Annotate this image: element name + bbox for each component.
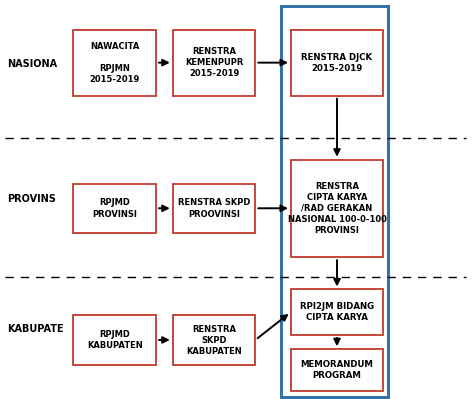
Bar (173, 30, 255, 96)
Bar (173, 184, 255, 233)
Bar (73, 30, 156, 96)
Bar (73, 315, 156, 365)
Bar (173, 315, 255, 365)
Bar (291, 349, 383, 391)
Bar (281, 6, 388, 397)
Bar (291, 289, 383, 335)
Text: RPJMD
PROVINSI: RPJMD PROVINSI (92, 198, 137, 219)
Text: RENSTRA
CIPTA KARYA
/RAD GERAKAN
NASIONAL 100-0-100
PROVINSI: RENSTRA CIPTA KARYA /RAD GERAKAN NASIONA… (288, 182, 386, 235)
Text: KABUPATE: KABUPATE (7, 324, 64, 334)
Text: RENSTRA DJCK
2015-2019: RENSTRA DJCK 2015-2019 (301, 53, 373, 73)
Text: RENSTRA SKPD
PROOVINSI: RENSTRA SKPD PROOVINSI (178, 198, 250, 219)
Text: NAWACITA

RPJMN
2015-2019: NAWACITA RPJMN 2015-2019 (89, 41, 140, 84)
Text: RPI2JM BIDANG
CIPTA KARYA: RPI2JM BIDANG CIPTA KARYA (300, 302, 374, 322)
Text: RPJMD
KABUPATEN: RPJMD KABUPATEN (87, 330, 142, 350)
Text: RENSTRA
SKPD
KABUPATEN: RENSTRA SKPD KABUPATEN (186, 324, 242, 356)
Text: NASIONA: NASIONA (7, 59, 57, 69)
Text: PROVINS: PROVINS (7, 194, 56, 205)
Text: MEMORANDUM
PROGRAM: MEMORANDUM PROGRAM (300, 360, 374, 380)
Text: RENSTRA
KEMENPUPR
2015-2019: RENSTRA KEMENPUPR 2015-2019 (185, 47, 243, 79)
Bar (291, 160, 383, 257)
Bar (291, 30, 383, 96)
Bar (73, 184, 156, 233)
